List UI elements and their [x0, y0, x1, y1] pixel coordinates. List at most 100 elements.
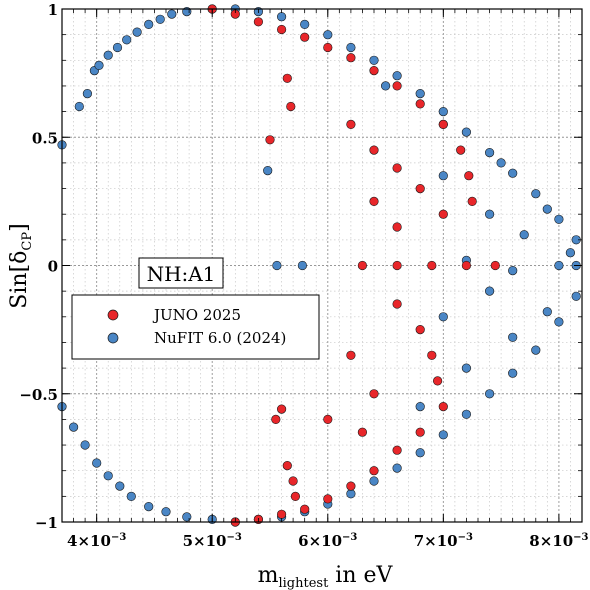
data-point — [461, 409, 472, 419]
x-tick-label: 4×10−3 — [67, 532, 126, 550]
data-point — [542, 204, 552, 214]
x-tick-label: 8×10−3 — [529, 532, 588, 550]
data-point — [357, 260, 368, 271]
data-point — [115, 481, 125, 491]
legend-marker — [107, 309, 119, 321]
x-axis-title-suffix: in eV — [328, 563, 393, 588]
y-tick-label: −1 — [35, 514, 58, 532]
data-point — [438, 171, 448, 181]
data-point — [103, 50, 113, 60]
data-point — [519, 230, 529, 240]
data-point — [286, 101, 296, 112]
x-axis-title-main: m — [258, 563, 279, 588]
data-point — [485, 286, 495, 296]
data-point — [438, 430, 448, 440]
data-point — [272, 260, 282, 271]
data-point — [103, 471, 113, 481]
data-point — [554, 317, 564, 327]
data-point — [346, 42, 356, 53]
data-point — [263, 166, 273, 176]
legend-marker — [107, 332, 119, 344]
data-point — [485, 209, 495, 219]
data-point — [565, 248, 576, 258]
data-point — [485, 148, 495, 158]
data-point — [508, 168, 518, 178]
data-point — [433, 376, 443, 386]
data-point — [490, 260, 500, 271]
data-point — [297, 260, 308, 271]
data-point — [346, 481, 356, 491]
data-point — [369, 466, 379, 476]
ticks-layer — [61, 8, 583, 523]
data-point — [369, 55, 379, 65]
data-point — [282, 461, 292, 471]
data-point — [271, 414, 281, 425]
data-point — [282, 73, 292, 83]
data-point — [415, 402, 425, 412]
data-point — [80, 440, 90, 450]
data-point — [554, 260, 564, 271]
x-axis-title-sub: lightest — [278, 576, 329, 590]
data-point — [381, 81, 391, 91]
data-point — [288, 476, 298, 486]
data-point — [438, 119, 448, 129]
data-point — [438, 402, 448, 412]
labels-layer: 4×10−3 5×10−3 6×10−3 7×10−3 8×10−3 1 0.5 0 −0.5 −… — [19, 1, 588, 550]
data-point — [323, 42, 333, 53]
points-layer — [57, 4, 581, 527]
data-point — [531, 189, 541, 199]
data-point — [427, 350, 437, 360]
data-point — [323, 414, 333, 425]
data-point — [456, 145, 466, 155]
data-point — [438, 312, 448, 322]
data-point — [427, 260, 437, 271]
y-tick-label: 0.5 — [32, 129, 58, 147]
x-axis-title: mlightest in eV — [258, 563, 394, 590]
data-point — [531, 345, 541, 355]
y-axis-title: Sin[δCP] — [7, 223, 35, 308]
data-point — [415, 325, 425, 335]
data-point — [461, 260, 472, 271]
data-point — [369, 196, 379, 206]
data-point — [392, 299, 402, 309]
data-point — [94, 60, 104, 71]
data-point — [542, 307, 552, 317]
data-point — [357, 427, 368, 437]
data-point — [369, 476, 379, 486]
y-tick-label: 0 — [48, 258, 58, 276]
data-point — [167, 9, 177, 19]
data-point — [346, 119, 356, 129]
data-point — [112, 42, 123, 53]
data-point — [82, 88, 92, 99]
data-point — [392, 71, 402, 81]
data-point — [369, 145, 379, 155]
data-point — [392, 222, 402, 232]
legend: JUNO 2025 NuFIT 6.0 (2024) — [71, 294, 320, 360]
data-point — [508, 368, 518, 378]
data-point — [74, 101, 84, 112]
data-point — [508, 332, 518, 342]
data-point — [92, 458, 102, 468]
data-point — [554, 214, 564, 224]
data-point — [415, 184, 425, 194]
data-point — [415, 448, 425, 458]
data-point — [300, 19, 310, 29]
data-point — [392, 81, 402, 91]
data-point — [461, 127, 472, 137]
data-point — [392, 163, 402, 173]
data-point — [508, 266, 518, 276]
data-point — [392, 445, 402, 455]
data-point — [438, 209, 448, 219]
data-point — [122, 35, 132, 45]
y-tick-label: 1 — [48, 1, 58, 19]
data-point — [346, 489, 356, 499]
data-point — [464, 171, 474, 181]
data-point — [323, 494, 333, 504]
data-point — [467, 196, 477, 206]
legend-label: NuFIT 6.0 (2024) — [154, 329, 286, 347]
data-point — [415, 88, 425, 99]
data-point — [161, 507, 171, 517]
data-point — [68, 422, 79, 432]
data-point — [323, 30, 333, 40]
data-point — [290, 491, 301, 502]
